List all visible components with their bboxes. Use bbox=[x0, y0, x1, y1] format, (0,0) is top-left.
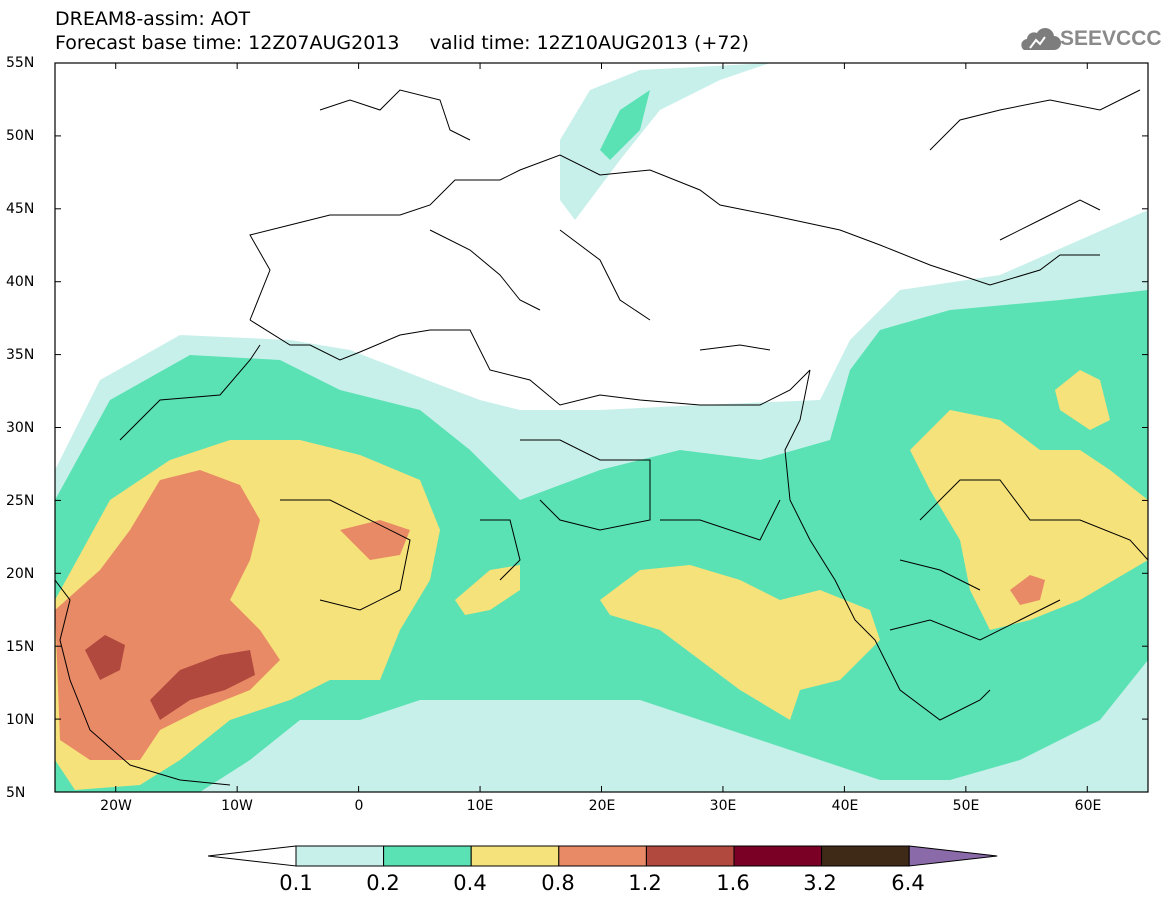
lon-label: 10E bbox=[466, 798, 494, 814]
colorbar-over-arrow bbox=[908, 845, 998, 867]
lat-label: 15N bbox=[6, 639, 35, 655]
colorbar-label: 0.8 bbox=[541, 871, 575, 895]
lon-label: 30E bbox=[709, 798, 737, 814]
axis-ticks bbox=[55, 62, 1148, 793]
colorbar-swatch bbox=[383, 845, 472, 867]
lat-label: 45N bbox=[6, 201, 35, 217]
cloud-logo-icon bbox=[1021, 28, 1061, 50]
colorbar-label: 0.1 bbox=[279, 871, 313, 895]
colorbar-swatch bbox=[558, 845, 647, 867]
colorbar-swatch bbox=[295, 845, 385, 867]
lon-label: 20W bbox=[100, 798, 132, 814]
colorbar-swatch bbox=[733, 845, 823, 867]
lon-label: 20E bbox=[588, 798, 616, 814]
aot-field-0.4-arabia bbox=[910, 410, 1148, 630]
lat-label: 55N bbox=[6, 55, 35, 71]
colorbar-swatch bbox=[470, 845, 560, 867]
colorbar-label: 6.4 bbox=[891, 871, 925, 895]
colorbar-label: 3.2 bbox=[803, 871, 837, 895]
aot-field-0.2-north bbox=[600, 90, 650, 160]
aot-field-0.1-north bbox=[560, 63, 770, 220]
aot-field-1.2 bbox=[85, 635, 125, 680]
lon-label: 0 bbox=[354, 798, 364, 814]
colorbar-label: 0.4 bbox=[453, 871, 487, 895]
lat-label: 5N bbox=[6, 785, 26, 801]
colorbar bbox=[207, 845, 998, 867]
aot-field-0.4-libya bbox=[455, 565, 520, 615]
colorbar-label: 1.2 bbox=[628, 871, 662, 895]
lon-label: 50E bbox=[952, 798, 980, 814]
lon-label: 10W bbox=[221, 798, 253, 814]
aot-field-0.8-arabia bbox=[1010, 575, 1045, 605]
aot-fields bbox=[55, 63, 1148, 792]
aot-field-0.4-sudan bbox=[600, 565, 880, 720]
lat-label: 40N bbox=[6, 274, 35, 290]
colorbar-label: 0.2 bbox=[366, 871, 400, 895]
aot-field-0.4-iran bbox=[1055, 370, 1110, 430]
coastlines bbox=[55, 89, 1148, 786]
forecast-times: Forecast base time: 12Z07AUG2013 valid t… bbox=[55, 32, 749, 54]
lat-label: 20N bbox=[6, 566, 35, 582]
lat-label: 30N bbox=[6, 420, 35, 436]
aot-field-0.8-mali bbox=[340, 520, 410, 560]
aot-field-1.2-sahel bbox=[150, 650, 255, 720]
lat-label: 25N bbox=[6, 493, 35, 509]
lon-label: 40E bbox=[831, 798, 859, 814]
lon-label: 60E bbox=[1074, 798, 1102, 814]
lat-label: 10N bbox=[6, 712, 35, 728]
lat-label: 50N bbox=[6, 128, 35, 144]
colorbar-under-arrow bbox=[207, 845, 297, 867]
colorbar-swatch bbox=[821, 845, 910, 867]
lat-label: 35N bbox=[6, 347, 35, 363]
colorbar-label: 1.6 bbox=[716, 871, 750, 895]
logo-text: SEEVCCC bbox=[1060, 27, 1162, 50]
map-title: DREAM8-assim: AOT bbox=[55, 8, 251, 30]
colorbar-swatch bbox=[645, 845, 735, 867]
